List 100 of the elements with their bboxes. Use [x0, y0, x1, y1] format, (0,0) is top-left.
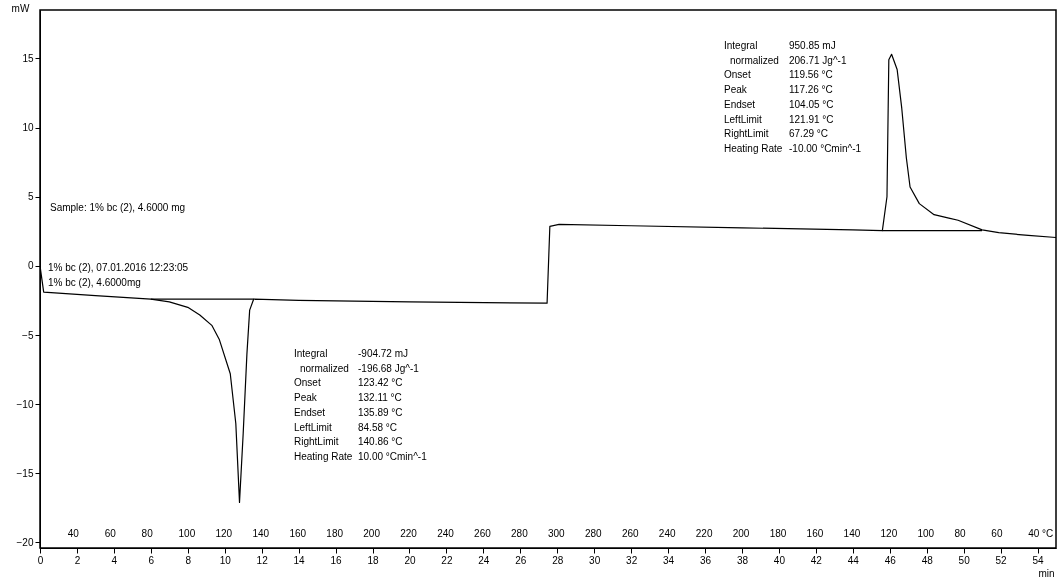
annotation: 67.29 °C [789, 128, 829, 140]
annotation: 80 [954, 528, 966, 539]
x-tick-label: 52 [995, 554, 1008, 566]
annotation: 160 [806, 528, 824, 539]
y-axis-title: mW [11, 2, 30, 14]
annotation: -904.72 mJ [358, 348, 409, 359]
annotation: RightLimit [294, 436, 339, 448]
annotation: 260 [474, 528, 492, 539]
y-tick-label: 10 [22, 122, 34, 134]
x-tick-label: 42 [810, 554, 823, 566]
annotation: 104.05 °C [789, 98, 834, 110]
x-tick-label: 4 [111, 554, 118, 566]
annotation: 132.11 °C [358, 392, 402, 404]
annotation: Peak [724, 84, 748, 96]
annotation: Onset [724, 69, 751, 81]
annotation: 121.91 °C [789, 113, 834, 125]
annotation: Sample: 1% bc (2), 4.6000 mg [50, 202, 186, 213]
x-tick-label: 38 [736, 554, 749, 566]
annotation: -196.68 Jg^-1 [358, 362, 420, 374]
annotation: 135.89 °C [358, 406, 403, 418]
annotation: 120 [215, 528, 233, 539]
y-tick-label: 0 [27, 260, 34, 272]
annotation: 123.42 °C [358, 377, 403, 389]
annotation: Integral [294, 348, 328, 359]
annotation: normalized [730, 54, 779, 66]
annotation: 60 [104, 528, 117, 539]
annotation: 260 [621, 528, 640, 539]
x-tick-label: 10 [219, 554, 232, 566]
annotation: 300 [548, 528, 566, 539]
annotation: 240 [437, 528, 455, 539]
annotation: 950.85 mJ [789, 40, 836, 51]
x-tick-label: 12 [256, 554, 269, 566]
annotation: 60 [991, 528, 1003, 539]
annotation: 240 [658, 528, 676, 539]
annotation: 100 [178, 528, 196, 539]
y-tick-label: −20 [16, 536, 34, 548]
annotation: Heating Rate [724, 142, 783, 154]
annotation: 140.86 °C [358, 436, 403, 448]
x-tick-label: 26 [515, 554, 527, 566]
annotation: 100 [917, 528, 935, 539]
annotation: 1% bc (2), 07.01.2016 12:23:05 [48, 262, 189, 273]
annotation: 206.71 Jg^-1 [789, 54, 847, 66]
y-tick-label: 15 [22, 52, 34, 64]
annotation: °C [1042, 528, 1054, 539]
x-tick-label: 24 [478, 554, 490, 566]
annotation: Endset [294, 406, 326, 418]
x-tick-label: 48 [921, 554, 934, 566]
x-tick-label: 44 [847, 554, 860, 566]
annotation: -10.00 °Cmin^-1 [789, 142, 862, 154]
annotation: Peak [294, 392, 318, 404]
x-tick-label: 16 [330, 554, 343, 566]
annotation: LeftLimit [724, 113, 763, 125]
annotation: 117.26 °C [789, 84, 833, 96]
y-tick-label: −15 [16, 467, 34, 479]
annotation: Endset [724, 98, 756, 110]
annotation: normalized [300, 362, 349, 374]
y-tick-label: 5 [27, 191, 34, 203]
annotation: 200 [363, 528, 381, 539]
annotation: 119.56 °C [789, 69, 833, 81]
x-tick-label: 22 [441, 554, 453, 566]
annotation: Heating Rate [294, 450, 353, 462]
annotation: 280 [584, 528, 603, 539]
x-tick-label: 46 [884, 554, 897, 566]
x-tick-label: 34 [663, 554, 675, 566]
annotation: 1% bc (2), 4.6000mg [48, 277, 141, 288]
annotation: 180 [326, 528, 344, 539]
x-tick-label: 20 [404, 554, 416, 566]
x-tick-label: 8 [185, 554, 192, 566]
annotation: 180 [769, 528, 787, 539]
y-tick-label: −10 [16, 398, 34, 410]
x-axis-title: min [1038, 567, 1055, 577]
annotation: 140 [252, 528, 270, 539]
x-tick-label: 40 [773, 554, 786, 566]
annotation: Onset [294, 377, 321, 389]
annotation: 80 [141, 528, 154, 539]
annotation: 40 [1028, 528, 1040, 539]
x-tick-label: 30 [589, 554, 601, 566]
annotation: 10.00 °Cmin^-1 [358, 450, 428, 462]
annotation: RightLimit [724, 128, 769, 140]
x-tick-label: 54 [1032, 554, 1045, 566]
y-tick-label: −5 [22, 329, 34, 341]
annotation: LeftLimit [294, 421, 333, 433]
annotation: 280 [511, 528, 529, 539]
annotation: 220 [695, 528, 713, 539]
x-tick-label: 0 [37, 554, 44, 566]
annotation: 220 [400, 528, 418, 539]
annotation: Integral [724, 40, 758, 51]
x-tick-label: 18 [367, 554, 380, 566]
x-tick-label: 2 [74, 554, 81, 566]
x-tick-label: 50 [958, 554, 971, 566]
annotation: 40 [67, 528, 80, 539]
annotation: 160 [289, 528, 307, 539]
annotation: 84.58 °C [358, 421, 398, 433]
x-tick-label: 36 [699, 554, 712, 566]
x-tick-label: 6 [148, 554, 155, 566]
annotation: 120 [880, 528, 898, 539]
annotation: 140 [843, 528, 861, 539]
x-tick-label: 14 [293, 554, 306, 566]
annotation: 200 [732, 528, 750, 539]
x-tick-label: 28 [552, 554, 564, 566]
